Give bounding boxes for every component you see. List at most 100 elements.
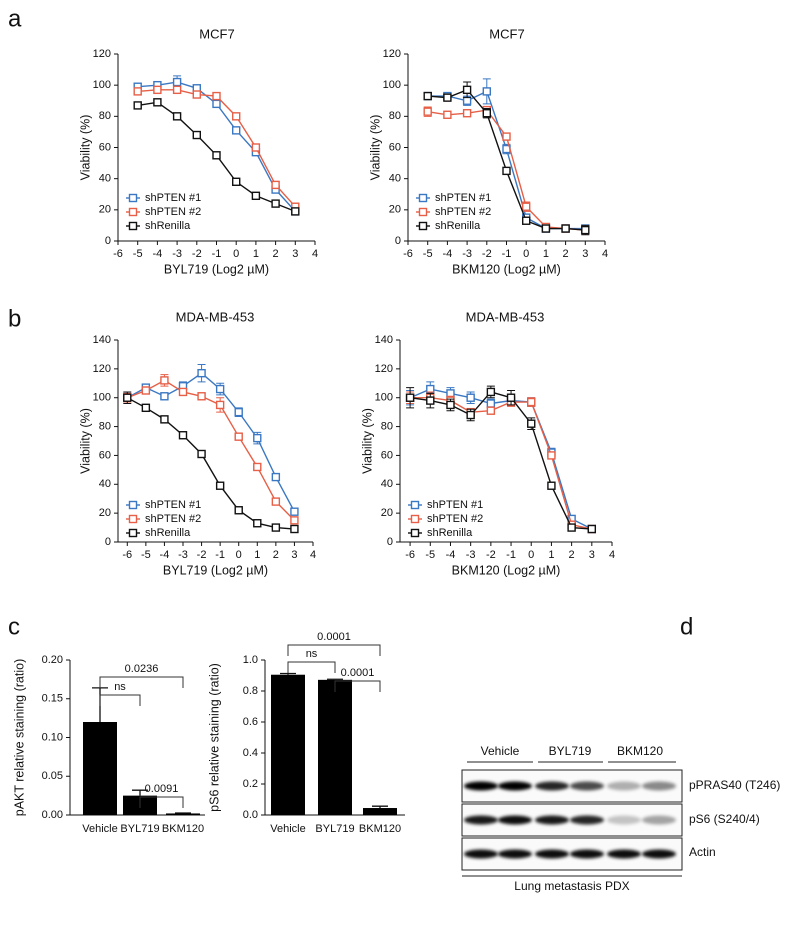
x-tick-label: 0 (233, 248, 239, 260)
marker (271, 472, 281, 482)
x-tick-label: 3 (582, 248, 588, 260)
x-tick-label: -1 (212, 248, 222, 260)
y-tick-label: 0 (387, 536, 393, 548)
western-blot: Vehicle BYL719 BKM120 pPRAS40 (T246) pS6… (461, 744, 780, 893)
marker (212, 91, 221, 101)
marker (506, 393, 516, 402)
marker (502, 132, 511, 141)
y-tick-label: 120 (93, 48, 111, 60)
blot-band (607, 781, 641, 791)
significance-bracket (99, 694, 141, 706)
marker (567, 523, 576, 532)
legend-marker (128, 528, 138, 538)
legend-label: shPTEN #2 (427, 513, 483, 525)
y-tick-label: 60 (381, 449, 393, 461)
legend-marker (418, 221, 428, 231)
significance-label: 0.0091 (145, 783, 179, 795)
marker (153, 98, 162, 107)
legend-label: shPTEN #2 (435, 206, 491, 218)
marker (462, 96, 472, 105)
marker (466, 393, 475, 402)
x-tick-label: 4 (609, 549, 615, 561)
marker (192, 130, 202, 140)
x-tick-label: -5 (133, 248, 143, 260)
marker (522, 216, 531, 225)
y-tick-label: 60 (99, 141, 111, 153)
marker (443, 110, 452, 119)
legend-label: shRenilla (145, 527, 191, 539)
y-tick-label: 1.0 (243, 654, 258, 666)
blot-band (498, 781, 532, 791)
y-tick-label: 0.6 (243, 716, 258, 728)
y-axis-label: pAKT relative staining (ratio) (12, 659, 26, 816)
marker (234, 432, 243, 441)
marker (160, 392, 169, 401)
panel-label: d (680, 613, 693, 640)
legend-marker (418, 207, 428, 217)
x-tick-label: 2 (273, 549, 279, 561)
y-tick-label: 60 (99, 449, 111, 461)
marker (178, 431, 188, 440)
y-axis-label: Viability (%) (78, 115, 92, 181)
marker (522, 202, 531, 211)
legend-label: shRenilla (427, 527, 473, 539)
marker (253, 433, 262, 443)
legend-label: shPTEN #1 (145, 192, 201, 204)
y-axis-label: Viability (%) (78, 408, 92, 474)
x-tick-label: BYL719 (315, 823, 354, 835)
legend-marker (128, 221, 138, 231)
marker (160, 415, 169, 424)
x-tick-label: BKM120 (359, 823, 401, 835)
legend-label: shPTEN #1 (435, 192, 491, 204)
marker (290, 516, 299, 525)
x-tick-label: -2 (486, 549, 496, 561)
y-tick-label: 80 (389, 110, 401, 122)
marker (486, 406, 496, 415)
x-tick-label: 0 (523, 248, 529, 260)
y-tick-label: 0.20 (42, 654, 63, 666)
marker (178, 387, 188, 397)
marker (587, 524, 597, 534)
marker (486, 399, 496, 408)
marker (561, 224, 570, 233)
marker (141, 386, 151, 395)
marker (581, 225, 590, 235)
x-tick-label: BKM120 (162, 823, 204, 835)
x-tick-label: -3 (172, 248, 182, 260)
legend-label: shRenilla (435, 220, 481, 232)
blot-band (498, 849, 532, 859)
marker (172, 85, 182, 95)
blot-group: Vehicle (481, 744, 520, 758)
marker (466, 410, 475, 420)
marker (423, 107, 432, 116)
y-tick-label: 40 (99, 173, 111, 185)
x-tick-label: -6 (113, 248, 123, 260)
x-axis-label: BKM120 (Log2 µM) (452, 262, 561, 276)
blot-band (535, 849, 569, 859)
x-tick-label: -6 (403, 248, 413, 260)
x-tick-label: 4 (602, 248, 608, 260)
marker (271, 523, 281, 532)
legend-marker (418, 193, 428, 203)
blot-band (642, 781, 676, 791)
y-tick-label: 60 (389, 141, 401, 153)
y-tick-label: 0 (395, 235, 401, 247)
y-tick-label: 40 (381, 478, 393, 490)
marker (197, 449, 206, 459)
series-line (126, 372, 296, 513)
y-tick-label: 0.00 (42, 809, 63, 821)
bar (166, 813, 200, 815)
significance-label: 0.0001 (341, 667, 375, 679)
x-tick-label: -1 (506, 549, 516, 561)
legend-marker (410, 500, 420, 510)
blot-band (607, 849, 641, 859)
x-axis-label: BYL719 (Log2 µM) (163, 563, 268, 577)
y-tick-label: 80 (99, 420, 111, 432)
series-line (409, 388, 593, 530)
marker (192, 90, 202, 99)
bar (83, 722, 117, 815)
marker (446, 400, 455, 410)
y-tick-label: 20 (381, 507, 393, 519)
marker (160, 376, 169, 385)
marker (462, 85, 472, 95)
